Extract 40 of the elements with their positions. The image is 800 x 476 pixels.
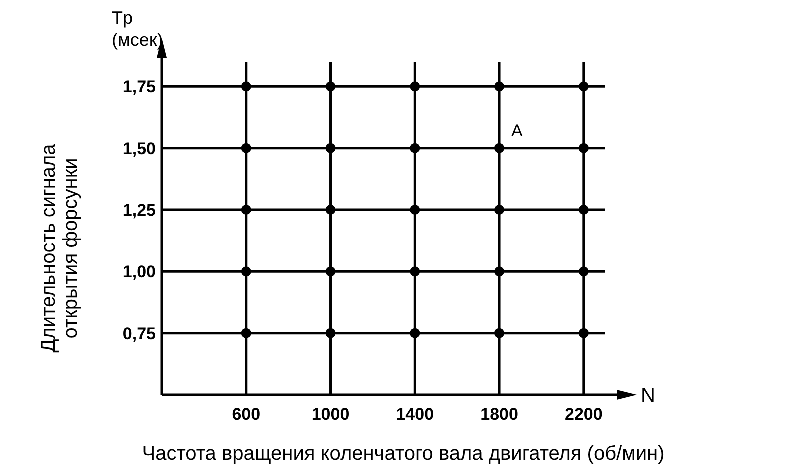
text: Tp (мсек) xyxy=(112,8,164,50)
point xyxy=(578,82,589,92)
point xyxy=(326,266,336,277)
y-tick-label: 1,25 xyxy=(122,201,156,220)
point xyxy=(410,143,420,154)
point xyxy=(494,143,505,154)
x-tick-label: 2200 xyxy=(564,405,603,424)
point xyxy=(578,143,589,154)
point xyxy=(326,82,336,92)
x-tick-label: 1800 xyxy=(480,405,518,424)
point xyxy=(326,143,336,154)
point xyxy=(410,205,420,215)
point xyxy=(578,328,589,338)
point xyxy=(494,328,505,338)
point xyxy=(241,266,252,277)
x-tick-label: 1000 xyxy=(312,405,350,424)
point xyxy=(326,205,336,215)
text: N xyxy=(641,385,656,407)
point xyxy=(241,82,252,92)
point xyxy=(578,205,589,215)
point xyxy=(578,266,589,277)
point xyxy=(494,266,505,277)
y-axis-title: Длительность сигнала открытия форсунки xyxy=(38,143,82,353)
y-tick-label: 1,00 xyxy=(122,262,156,282)
point xyxy=(494,205,505,215)
point xyxy=(326,328,336,338)
point xyxy=(241,328,252,338)
y-tick-label: 1,50 xyxy=(122,139,156,158)
y-tick-label: 1,75 xyxy=(122,78,156,97)
x-tick-label: 600 xyxy=(232,405,261,424)
y-tick-label: 0,75 xyxy=(122,324,156,344)
x-axis-title: Частота вращения коленчатого вала двигателя (об/мин) xyxy=(142,443,665,465)
point xyxy=(241,143,252,154)
point xyxy=(410,82,420,92)
point xyxy=(410,328,420,338)
point xyxy=(410,266,420,277)
point xyxy=(241,205,252,215)
x-tick-label: 1400 xyxy=(396,405,434,424)
point xyxy=(494,82,505,92)
annotation: A xyxy=(512,121,524,140)
